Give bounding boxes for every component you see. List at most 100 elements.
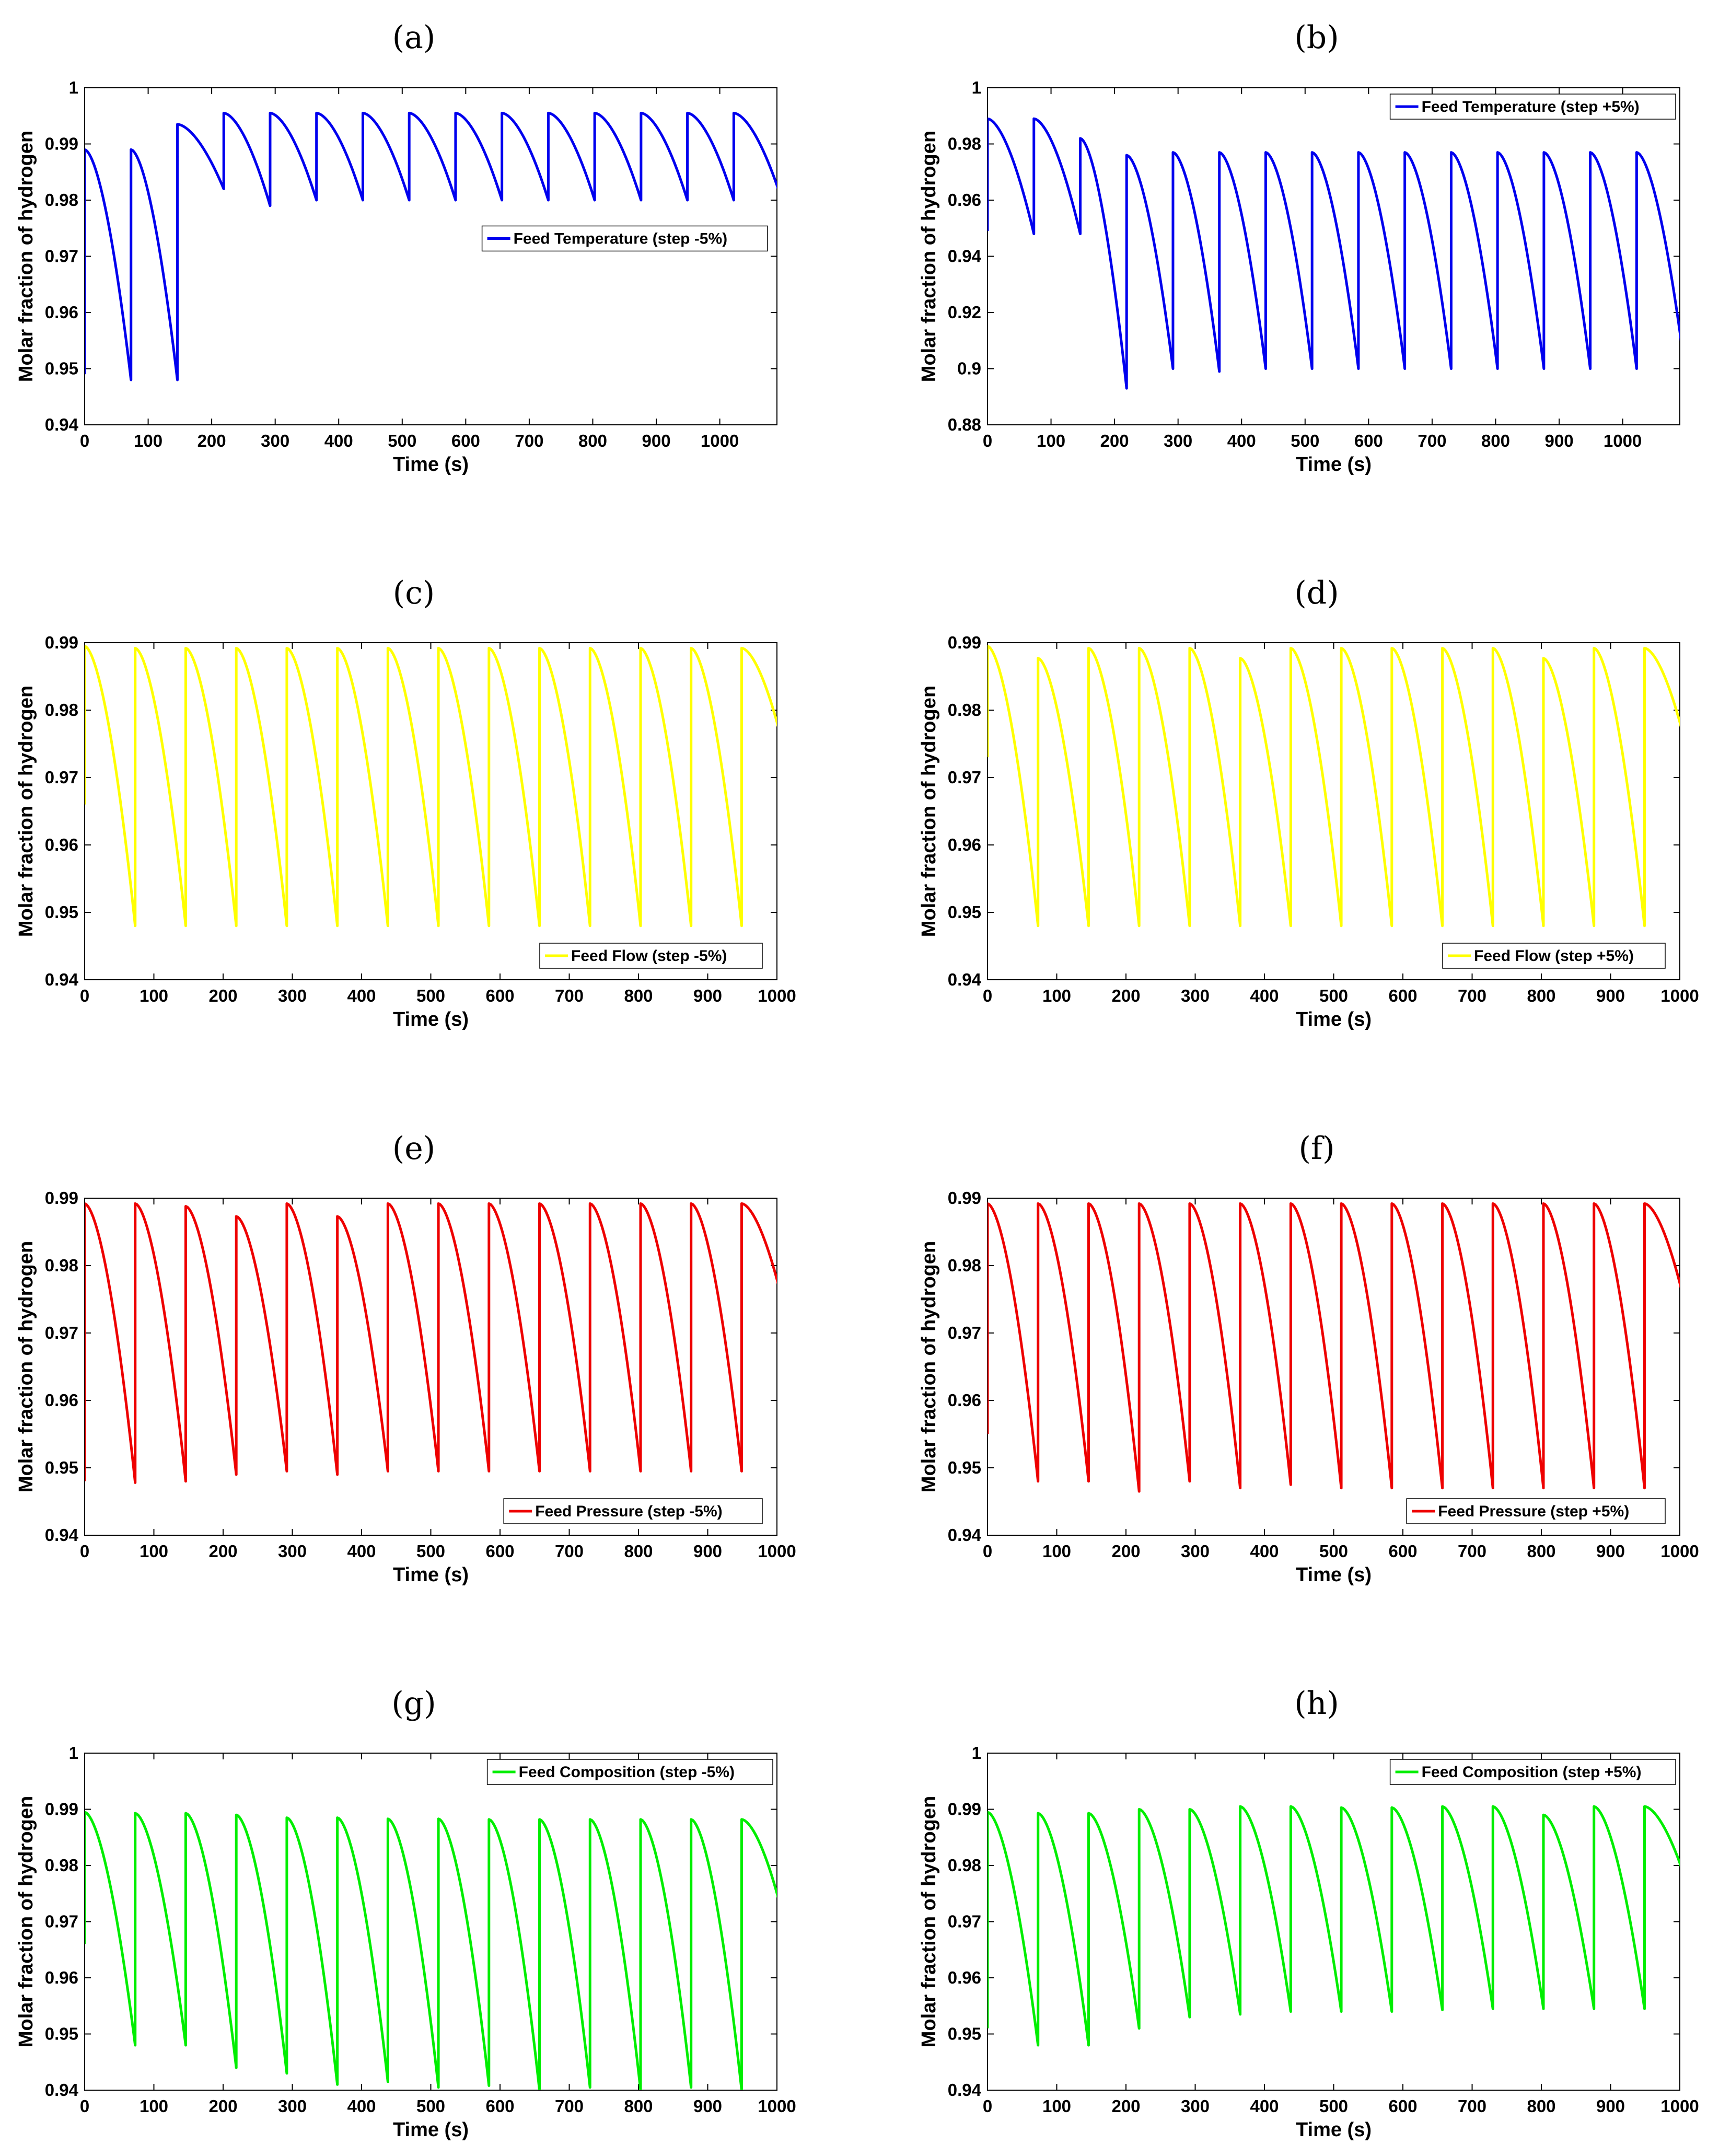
- legend-label: Feed Composition (step +5%): [1422, 1764, 1642, 1781]
- x-tick-label: 100: [1042, 1541, 1071, 1561]
- y-axis-label: Molar fraction of hydrogen: [918, 131, 940, 382]
- x-tick-label: 900: [693, 2096, 722, 2116]
- y-tick-label: 0.99: [948, 1188, 981, 1208]
- x-tick-label: 0: [983, 2096, 992, 2116]
- plot-area: [84, 1753, 777, 2091]
- y-tick-label: 0.99: [45, 134, 78, 154]
- x-axis-label: Time (s): [393, 454, 469, 476]
- x-tick-label: 500: [1319, 986, 1348, 1005]
- x-tick-label: 300: [1181, 986, 1210, 1005]
- x-tick-label: 100: [140, 986, 168, 1005]
- x-tick-label: 600: [1354, 431, 1383, 450]
- x-tick-label: 900: [1596, 986, 1625, 1005]
- x-tick-label: 200: [1111, 1541, 1140, 1561]
- x-tick-label: 200: [1100, 431, 1129, 450]
- series-line: [85, 111, 777, 381]
- x-tick-label: 600: [451, 431, 480, 450]
- x-tick-label: 300: [278, 1541, 307, 1561]
- x-tick-label: 500: [1319, 2096, 1348, 2116]
- x-tick-label: 700: [555, 2096, 584, 2116]
- y-tick-label: 0.98: [948, 700, 981, 720]
- y-tick-label: 0.95: [45, 1458, 78, 1477]
- y-tick-label: 1: [69, 78, 78, 97]
- x-tick-label: 100: [1042, 986, 1071, 1005]
- x-tick-label: 700: [1458, 1541, 1486, 1561]
- x-tick-label: 0: [80, 431, 89, 450]
- x-tick-label: 1000: [758, 986, 796, 1005]
- series-line: [85, 1202, 777, 1484]
- x-tick-label: 900: [1596, 1541, 1625, 1561]
- y-tick-label: 0.94: [948, 2080, 982, 2100]
- x-tick-label: 100: [140, 2096, 168, 2116]
- x-axis-label: Time (s): [1296, 1564, 1372, 1586]
- y-tick-label: 0.96: [45, 303, 78, 322]
- y-tick-label: 1: [972, 78, 981, 97]
- y-tick-label: 0.94: [45, 1525, 79, 1545]
- plot-area: [84, 642, 777, 980]
- x-tick-label: 700: [1458, 986, 1486, 1005]
- legend: Feed Pressure (step -5%): [503, 1498, 763, 1524]
- x-tick-label: 0: [983, 1541, 992, 1561]
- x-tick-label: 0: [983, 986, 992, 1005]
- y-tick-label: 0.94: [45, 970, 79, 989]
- x-tick-label: 200: [208, 1541, 237, 1561]
- x-tick-label: 700: [515, 431, 543, 450]
- y-tick-label: 0.99: [948, 1800, 981, 1819]
- y-tick-label: 0.94: [948, 247, 982, 266]
- x-tick-label: 800: [624, 1541, 653, 1561]
- x-tick-label: 400: [1250, 986, 1279, 1005]
- y-tick-label: 0.96: [948, 835, 981, 854]
- y-axis-label: Molar fraction of hydrogen: [15, 131, 37, 382]
- panel-title: (b): [1294, 19, 1339, 56]
- x-tick-label: 900: [1545, 431, 1574, 450]
- x-axis-label: Time (s): [393, 2119, 469, 2141]
- x-tick-label: 0: [80, 1541, 89, 1561]
- legend: Feed Temperature (step -5%): [481, 225, 768, 252]
- x-tick-label: 700: [1458, 2096, 1486, 2116]
- y-tick-label: 0.96: [45, 835, 78, 854]
- legend-box: [486, 1759, 773, 1785]
- x-tick-label: 400: [347, 1541, 376, 1561]
- y-tick-label: 0.96: [45, 1390, 78, 1410]
- x-tick-label: 400: [324, 431, 353, 450]
- legend: Feed Pressure (step +5%): [1406, 1498, 1666, 1524]
- x-tick-label: 300: [278, 986, 307, 1005]
- y-tick-label: 0.94: [45, 415, 79, 434]
- x-tick-label: 1000: [1660, 986, 1699, 1005]
- panel-title: (c): [393, 575, 435, 611]
- y-axis-label: Molar fraction of hydrogen: [918, 1241, 940, 1492]
- x-tick-label: 500: [416, 2096, 445, 2116]
- y-tick-label: 0.97: [948, 1323, 981, 1342]
- x-tick-label: 600: [1388, 2096, 1417, 2116]
- y-tick-label: 0.99: [45, 633, 78, 652]
- y-tick-label: 0.97: [45, 1912, 78, 1931]
- x-tick-label: 900: [642, 431, 671, 450]
- x-tick-label: 200: [1111, 2096, 1140, 2116]
- legend-label: Feed Pressure (step +5%): [1438, 1503, 1629, 1520]
- x-tick-label: 400: [347, 986, 376, 1005]
- y-tick-label: 0.97: [948, 1912, 981, 1931]
- legend: Feed Flow (step +5%): [1442, 943, 1666, 969]
- x-tick-label: 800: [624, 2096, 653, 2116]
- x-tick-label: 400: [1250, 2096, 1279, 2116]
- x-tick-label: 500: [1291, 431, 1319, 450]
- y-tick-label: 0.9: [957, 359, 981, 378]
- y-tick-label: 0.92: [948, 303, 981, 322]
- x-tick-label: 0: [80, 2096, 89, 2116]
- x-tick-label: 100: [1037, 431, 1065, 450]
- y-tick-label: 0.96: [45, 1968, 78, 1987]
- panel-title: (f): [1298, 1130, 1334, 1167]
- x-tick-label: 400: [1227, 431, 1256, 450]
- x-tick-label: 200: [208, 986, 237, 1005]
- x-tick-label: 1000: [1660, 1541, 1699, 1561]
- y-tick-label: 0.98: [45, 700, 78, 720]
- x-axis-label: Time (s): [393, 1564, 469, 1586]
- x-tick-label: 400: [347, 2096, 376, 2116]
- chart-panel-2: (b) 0.88 0.9 0.92 0.94 0.96 0.98 1 0 100 200 300 400…: [918, 19, 1680, 476]
- x-tick-label: 600: [485, 2096, 514, 2116]
- x-tick-label: 600: [485, 986, 514, 1005]
- y-tick-label: 0.98: [948, 1256, 981, 1275]
- panel-title: (g): [391, 1685, 436, 1722]
- x-tick-label: 300: [261, 431, 289, 450]
